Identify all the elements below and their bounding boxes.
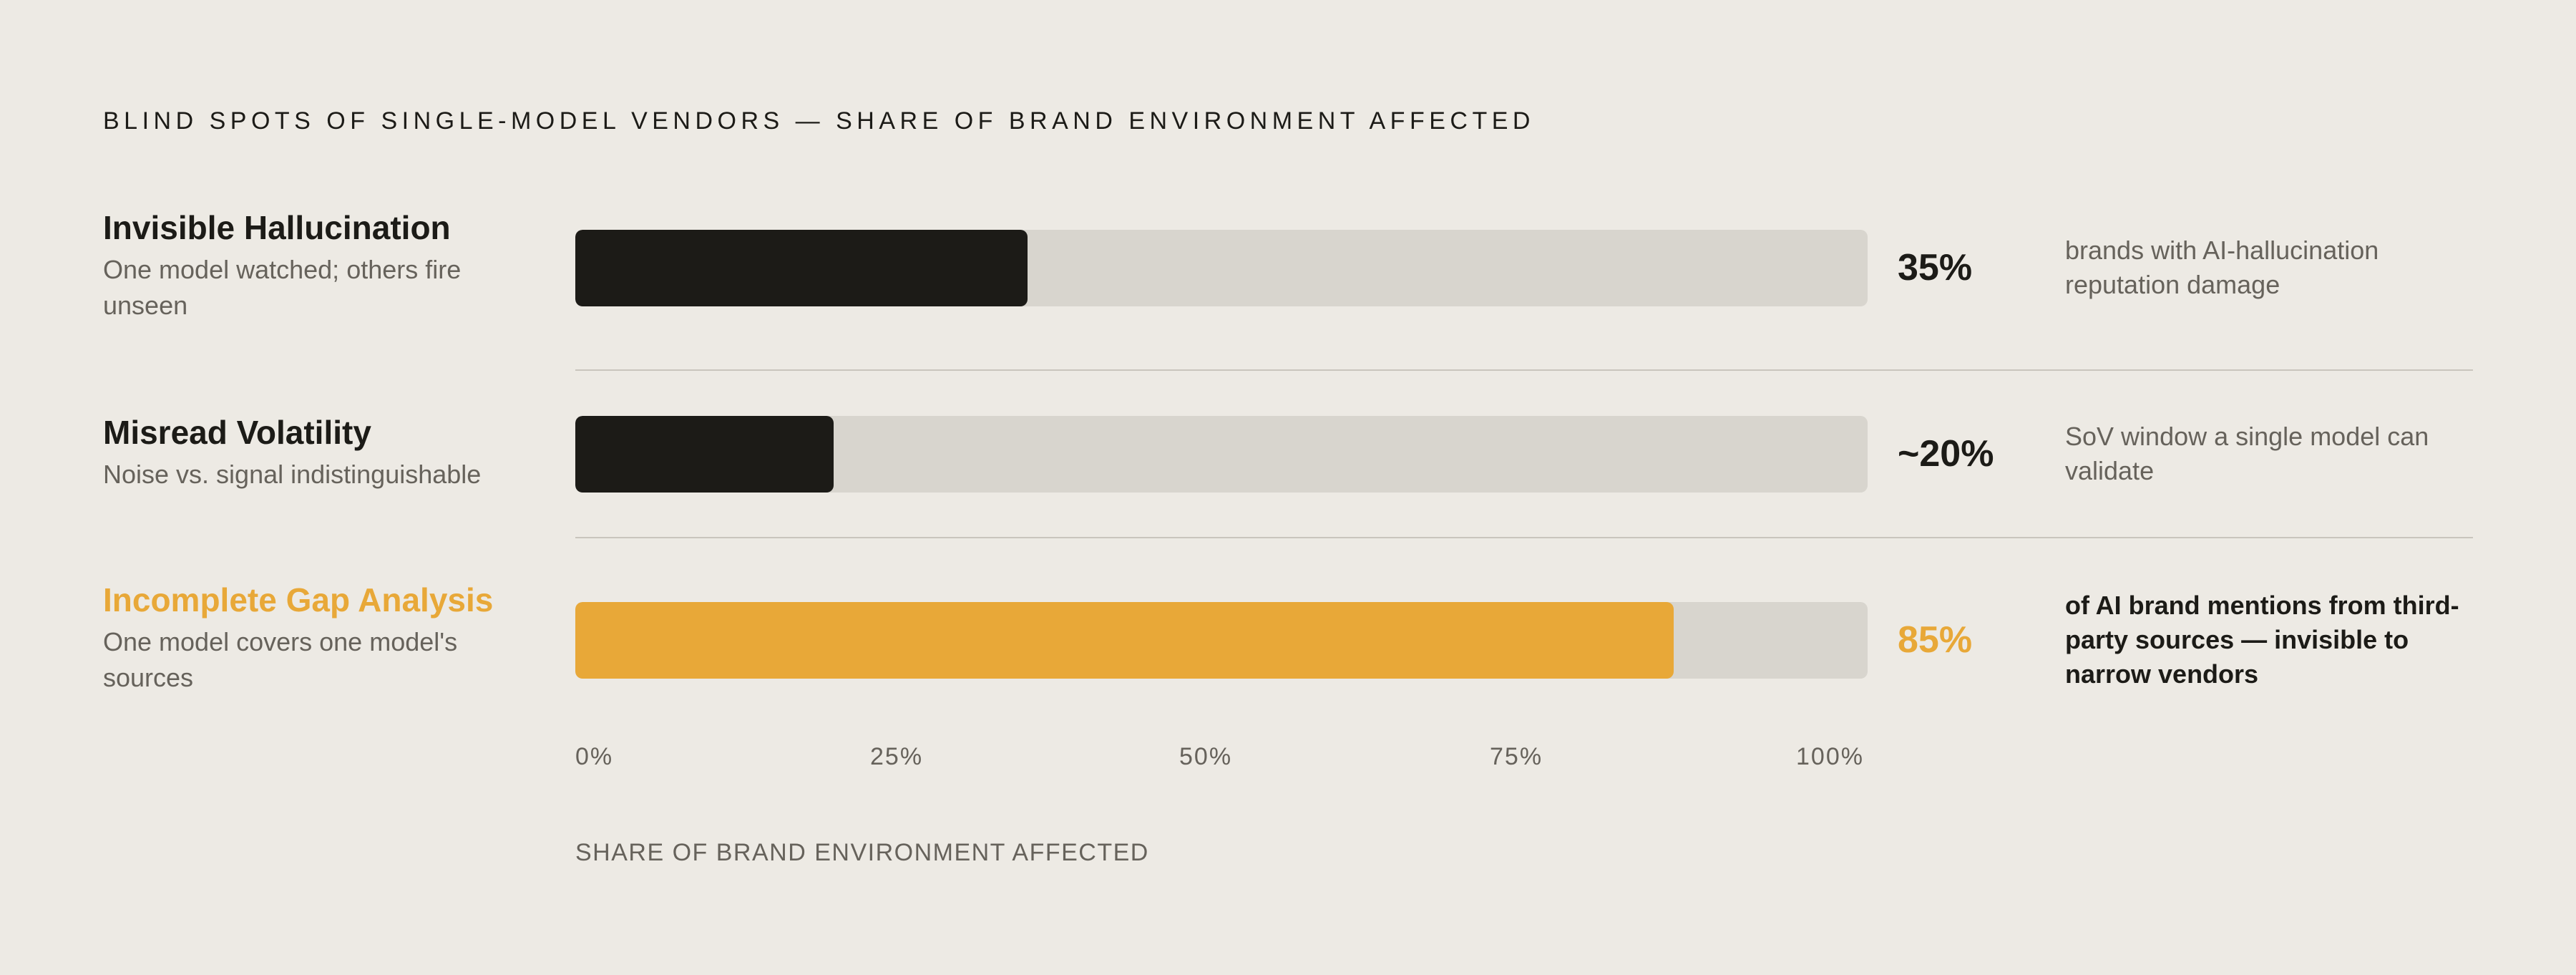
x-tick-label: 50% (1179, 743, 1233, 770)
x-tick-label: 0% (575, 743, 614, 770)
row-name: Misread Volatility (103, 414, 371, 451)
value-label-incomplete-gap-analysis: 85% (1898, 619, 1973, 661)
bar-misread-volatility (575, 416, 834, 493)
bar-track-invisible-hallucination (575, 230, 1868, 306)
row-subtitle: One model covers one model's sources (103, 627, 458, 692)
x-axis-title: SHARE OF BRAND ENVIRONMENT AFFECTED (575, 839, 1149, 866)
note-misread-volatility: SoV window a single model can validate (2065, 422, 2429, 485)
row-label-misread-volatility: Misread Volatility Noise vs. signal indi… (103, 412, 532, 493)
row-name: Incomplete Gap Analysis (103, 581, 494, 619)
row-label-incomplete-gap-analysis: Incomplete Gap Analysis One model covers… (103, 580, 532, 696)
chart-title: BLIND SPOTS OF SINGLE-MODEL VENDORS — SH… (103, 107, 1535, 135)
row-divider (575, 369, 2473, 371)
bar-incomplete-gap-analysis (575, 602, 1674, 679)
x-tick-label: 25% (870, 743, 924, 770)
row-divider (575, 537, 2473, 538)
value-label-misread-volatility: ~20% (1898, 433, 1994, 475)
row-subtitle: One model watched; others fire unseen (103, 255, 462, 320)
x-tick-label: 75% (1490, 743, 1543, 770)
value-label-invisible-hallucination: 35% (1898, 247, 1973, 288)
bar-track-misread-volatility (575, 416, 1868, 493)
bar-track-incomplete-gap-analysis (575, 602, 1868, 679)
row-subtitle: Noise vs. signal indistinguishable (103, 460, 482, 489)
x-tick-label: 100% (1796, 743, 1864, 770)
row-name: Invisible Hallucination (103, 209, 451, 246)
note-incomplete-gap-analysis: of AI brand mentions from third-party so… (2065, 591, 2459, 689)
bar-invisible-hallucination (575, 230, 1028, 306)
row-label-invisible-hallucination: Invisible Hallucination One model watche… (103, 208, 532, 324)
note-invisible-hallucination: brands with AI-hallucination reputation … (2065, 236, 2379, 299)
